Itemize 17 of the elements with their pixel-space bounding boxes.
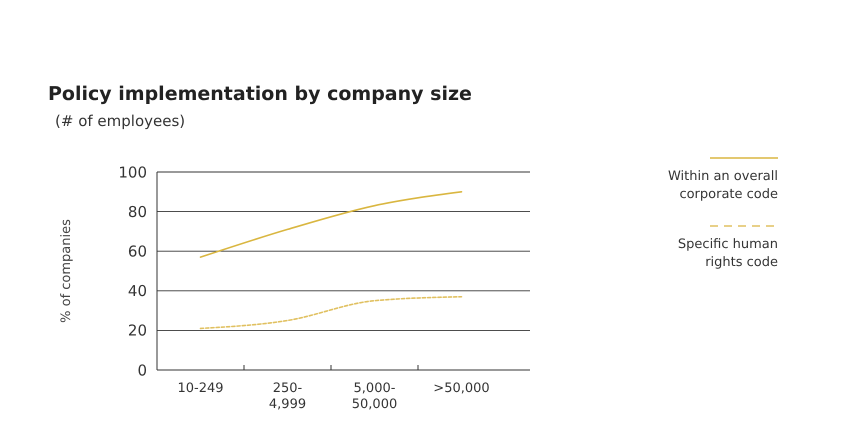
line-series	[200, 296, 462, 330]
chart-title: Policy implementation by company size	[48, 83, 472, 105]
y-tick-label: 60	[128, 242, 147, 260]
y-tick-label: 20	[128, 322, 147, 340]
chart-subtitle: (# of employees)	[55, 112, 186, 130]
x-tick-label: 250-4,999	[268, 381, 306, 412]
y-axis-title: % of companies	[59, 218, 74, 323]
y-tick-label: 40	[128, 282, 147, 300]
x-tick-label: 10-249	[177, 381, 224, 396]
text: Within an overall corporate code	[668, 169, 778, 202]
y-tick-label: 100	[118, 163, 147, 182]
y-tick-label: 80	[128, 202, 147, 221]
x-tick-label: 5,000-50,000	[352, 381, 398, 412]
x-tick-label: >50,000	[433, 381, 490, 396]
y-tick-label: 0	[137, 361, 147, 380]
text: Specific human rights code	[678, 237, 778, 270]
line-series	[200, 191, 462, 258]
